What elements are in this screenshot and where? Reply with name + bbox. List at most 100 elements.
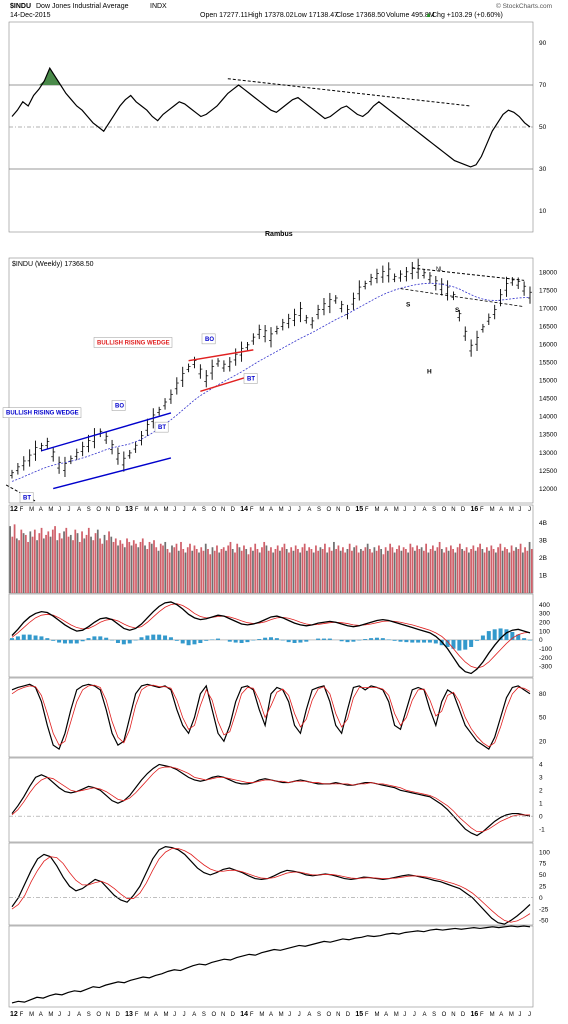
macd-histogram-bar: [510, 631, 515, 640]
volume-bar: [409, 543, 412, 593]
volume-bar: [431, 545, 434, 593]
volume-bar: [157, 550, 160, 593]
macd-histogram-bar: [180, 639, 185, 644]
volume-bar: [328, 547, 331, 593]
change-value: Chg +103.29 (+0.60%): [432, 12, 503, 19]
macd-histogram-bar: [233, 639, 238, 643]
x-axis-label-bottom: 15: [355, 1011, 363, 1018]
x-axis-label-price: J: [173, 507, 176, 513]
macd-histogram-bar: [374, 637, 379, 640]
x-axis-label-price: M: [490, 507, 495, 513]
volume-bar: [319, 547, 322, 593]
macd-histogram-bar: [321, 638, 326, 640]
volume-bar: [90, 536, 92, 593]
volume-bar: [94, 533, 97, 593]
macd-histogram-bar: [157, 634, 162, 640]
x-axis-label-bottom: A: [269, 1012, 273, 1018]
price-tick-label: 15000: [539, 378, 557, 385]
low-value: Low 17138.47: [294, 12, 338, 19]
macd-tick-label: -200: [539, 655, 552, 662]
x-axis-label-price: M: [48, 507, 53, 513]
macd-histogram-bar: [304, 639, 309, 642]
index-name: Dow Jones Industrial Average: [36, 3, 129, 10]
x-axis-label-bottom: O: [211, 1012, 216, 1018]
volume-bar: [407, 552, 410, 593]
volume-bar: [393, 552, 396, 593]
volume-bar: [101, 543, 104, 593]
volume-bar: [461, 549, 463, 593]
volume-bar: [150, 543, 153, 593]
volume-bar: [171, 545, 173, 593]
close-value: Close 17368.50: [336, 12, 385, 19]
volume-bar: [454, 552, 457, 593]
oscillator-1-frame: [8, 757, 534, 843]
volume-bar: [9, 526, 11, 593]
x-axis-label-price: D: [231, 507, 236, 513]
volume-bar: [315, 545, 317, 593]
volume-bar: [281, 547, 284, 593]
volume-bar: [144, 545, 146, 593]
x-axis-label-price: J: [403, 507, 406, 513]
volume-bar: [103, 534, 106, 593]
volume-bar: [434, 550, 436, 593]
volume-bar: [317, 550, 320, 593]
macd-histogram-bar: [398, 639, 403, 642]
volume-bar: [74, 529, 77, 593]
volume-bar: [411, 547, 414, 593]
volume-bar: [364, 547, 367, 593]
volume-bar: [40, 527, 43, 593]
macd-histogram-bar: [45, 638, 50, 640]
volume-bar: [65, 527, 68, 593]
volume-bar: [58, 533, 61, 593]
x-axis-label-bottom: J: [518, 1012, 521, 1018]
volume-bar: [490, 545, 493, 593]
volume-bar: [189, 543, 191, 593]
wedge-upper-red: [188, 349, 254, 362]
volume-bar: [243, 545, 245, 593]
x-axis-label-bottom: 16: [470, 1011, 478, 1018]
stochastic-series-line: [11, 684, 531, 748]
macd-histogram-bar: [86, 638, 91, 640]
stochastic-panel: 80 50 20: [8, 677, 547, 758]
x-axis-label-bottom: D: [461, 1012, 466, 1018]
x-axis-label-price: J: [288, 507, 291, 513]
volume-bar: [360, 549, 362, 593]
x-axis-label-bottom: S: [432, 1012, 436, 1018]
wedge-upper-blue: [41, 412, 172, 452]
oscillator-2-tick-label: 50: [539, 872, 547, 879]
x-axis-label-bottom: J: [528, 1012, 531, 1018]
macd-histogram-bar: [475, 639, 480, 641]
price-tick-label: 16000: [539, 342, 557, 349]
volume-bar: [301, 547, 304, 593]
volume-bar: [440, 549, 443, 593]
x-axis-label-bottom: M: [259, 1012, 264, 1018]
x-axis-label-bottom: A: [192, 1012, 196, 1018]
volume-bar: [20, 529, 23, 593]
volume-bar: [240, 550, 243, 593]
macd-histogram-bar: [204, 639, 209, 641]
oscillator-1-tick-label: -1: [539, 826, 545, 833]
volume-bar: [521, 552, 524, 593]
x-axis-label-bottom: J: [413, 1012, 416, 1018]
volume-bar: [112, 541, 115, 593]
x-axis-label-bottom: 14: [240, 1011, 248, 1018]
macd-histogram-bar: [192, 639, 197, 645]
x-axis-label-bottom: 12: [10, 1011, 18, 1018]
macd-histogram-bar: [480, 635, 485, 640]
wedge-label-red-box: [93, 337, 173, 348]
oscillator-2-frame: [8, 842, 534, 926]
x-axis-label-bottom: M: [509, 1012, 514, 1018]
volume-bar: [474, 550, 477, 593]
x-axis-label-price: J: [528, 507, 531, 513]
volume-bar: [247, 554, 250, 593]
x-axis-label-price: D: [116, 507, 121, 513]
volume-bar: [267, 550, 270, 593]
volume-bar: [146, 549, 149, 593]
volume-bar: [175, 543, 178, 593]
x-axis-label-bottom: J: [173, 1012, 176, 1018]
volume-bar: [76, 533, 79, 593]
backtest-label-2-box: [154, 421, 169, 433]
x-axis-label-price: S: [317, 507, 321, 513]
support-line: [400, 288, 525, 308]
